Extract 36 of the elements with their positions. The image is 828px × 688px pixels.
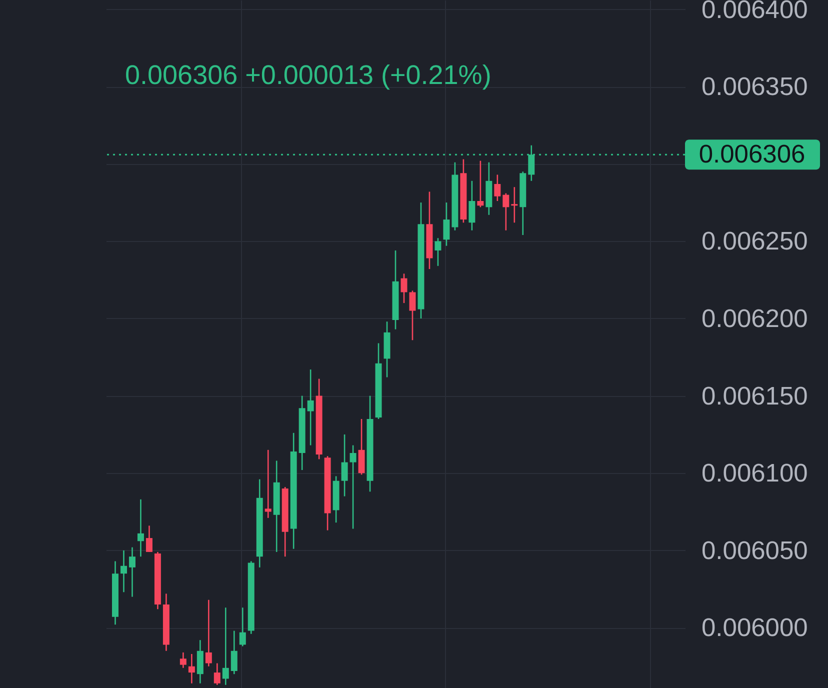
candlestick [443, 202, 450, 246]
candlestick [358, 418, 365, 476]
y-tick-label: 0.006200 [702, 304, 808, 333]
candlestick [350, 444, 356, 530]
candlestick [239, 606, 246, 647]
y-tick-label: 0.006400 [702, 0, 808, 24]
candlestick [511, 186, 518, 224]
candlestick [494, 174, 501, 202]
candlestick [477, 160, 484, 208]
ref-line-label: 0.006306 [698, 140, 806, 169]
y-tick-label: 0.006150 [702, 382, 808, 410]
candlestick [120, 550, 127, 593]
candlestick [341, 434, 348, 497]
candlestick [434, 237, 442, 267]
y-tick-label: 0.006000 [702, 614, 808, 642]
candlestick [230, 630, 238, 675]
candlestick [180, 652, 186, 669]
candlestick [222, 606, 229, 686]
candlestick [468, 180, 476, 232]
candlestick [137, 498, 144, 558]
candlestick [307, 368, 314, 446]
candlestick [188, 653, 195, 684]
candlestick [502, 192, 510, 232]
y-tick-label: 0.006350 [702, 73, 808, 102]
candlestick [196, 639, 204, 684]
candlestick [400, 273, 408, 304]
candlestick [146, 525, 152, 553]
y-tick-label: 0.006050 [702, 536, 808, 565]
candlestick [128, 546, 136, 598]
candlestick [214, 662, 220, 686]
y-tick-label: 0.006250 [702, 228, 808, 256]
text: 0.006306 +0.000013 (+0.21%) [125, 60, 492, 90]
candlestick [409, 290, 416, 341]
candlestick [264, 449, 272, 519]
y-tick-label: 0.006100 [702, 460, 808, 488]
candlestick [205, 599, 212, 668]
